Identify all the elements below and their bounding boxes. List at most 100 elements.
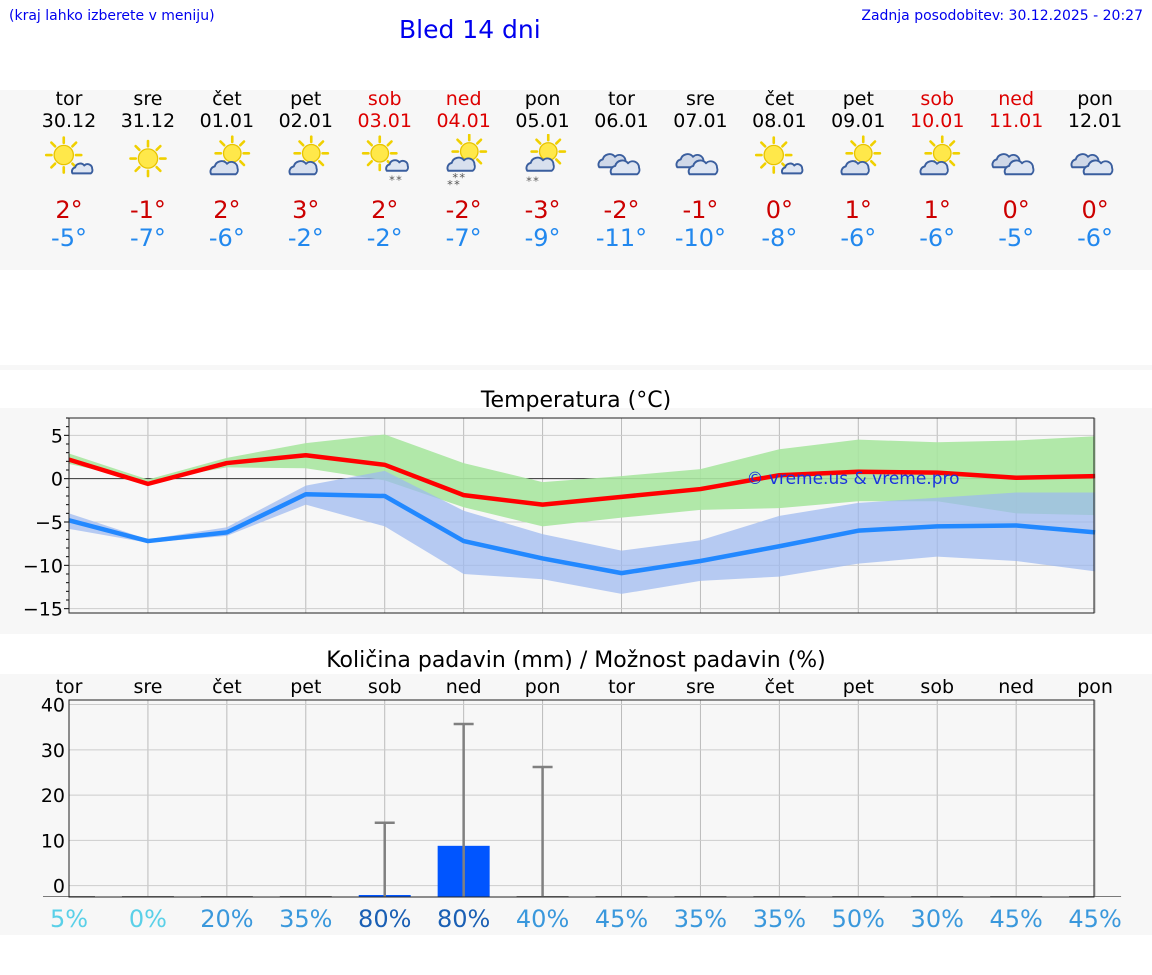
temp-max: 2°	[213, 196, 241, 224]
y-tick-label: −10	[23, 555, 63, 577]
cloudy-icon	[991, 153, 1035, 176]
day-name: čet	[764, 88, 795, 110]
y-tick-label: 20	[41, 785, 65, 807]
day-name: tor	[608, 88, 635, 110]
y-tick-label: 5	[51, 425, 63, 447]
cloudy-icon	[597, 153, 640, 176]
daily-forecast-strip: tor 30.12 2° -5° sre 31.12 -1° -7° čet 01.01 2° -6°…	[0, 88, 1152, 258]
day-column: pon 12.01 0° -6°	[1056, 88, 1135, 252]
day-name: ned	[445, 88, 482, 110]
watermark: © vreme.us & vreme.pro	[746, 469, 959, 489]
day-date: 08.01	[752, 110, 807, 132]
day-name: čet	[212, 88, 242, 110]
temp-max: 3°	[292, 196, 320, 224]
temperature-chart: 5 0 −5 −10 −15 © vreme.us & vreme.pro	[23, 417, 1096, 621]
precip-probability: 35%	[279, 905, 333, 933]
category-label: čet	[212, 676, 242, 698]
day-name: pon	[524, 88, 561, 110]
precip-probability: 50%	[831, 905, 885, 933]
day-name: sre	[685, 88, 715, 110]
day-column: sob 10.01 1° -6°	[898, 88, 977, 252]
precip-probability: 45%	[989, 905, 1043, 933]
precipitation-chart: tor sre čet pet sob ned pon tor sre čet pet sob ned p…	[41, 676, 1122, 898]
svg-text:*: *	[459, 170, 465, 184]
category-label: sre	[133, 676, 162, 698]
day-column: pon 05.01 * * -3° -9°	[503, 88, 582, 252]
temp-min: -6°	[919, 224, 956, 252]
cloud-sun-icon	[840, 135, 882, 176]
day-column: čet 08.01 0° -8°	[740, 88, 819, 252]
day-date: 10.01	[910, 110, 965, 132]
location-hint: (kraj lahko izberete v meniju)	[9, 8, 215, 24]
day-column: tor 06.01 -2° -11°	[582, 88, 661, 252]
day-date: 30.12	[41, 110, 97, 132]
category-label: pon	[1077, 676, 1113, 698]
temp-min: -10°	[674, 224, 727, 252]
temp-min: -7°	[445, 224, 482, 252]
y-tick-label: 30	[41, 740, 65, 762]
temp-max: 1°	[923, 196, 951, 224]
cloudy-icon	[675, 153, 719, 176]
category-label: pon	[525, 676, 561, 698]
precip-probability: 45%	[594, 905, 649, 933]
svg-text:*: *	[533, 174, 539, 188]
temp-min: -6°	[1077, 224, 1114, 252]
y-tick-label: 10	[41, 830, 65, 852]
day-date: 09.01	[831, 110, 886, 132]
svg-text:*: *	[452, 170, 458, 184]
temp-min: -8°	[761, 224, 798, 252]
temp-max: 2°	[55, 196, 83, 224]
day-date: 06.01	[594, 110, 649, 132]
category-label: sob	[920, 676, 954, 698]
temp-max: 1°	[844, 196, 872, 224]
temp-max: 2°	[371, 196, 399, 224]
day-date: 04.01	[436, 110, 491, 132]
temp-min: -9°	[524, 224, 561, 252]
day-name: ned	[998, 88, 1035, 110]
day-name: sob	[920, 88, 955, 110]
forecast-strip-bg	[0, 90, 1152, 270]
temp-min: -7°	[129, 224, 166, 252]
temp-max: -1°	[129, 196, 166, 224]
precip-probability: 30%	[910, 905, 964, 933]
y-tick-label: 40	[41, 695, 65, 717]
temp-max: -2°	[445, 196, 482, 224]
day-date: 31.12	[120, 110, 176, 132]
precip-plot-frame	[68, 699, 1095, 898]
day-column: sre 07.01 -1° -10°	[661, 88, 740, 252]
svg-text:*: *	[396, 173, 402, 187]
day-name: sob	[367, 88, 402, 110]
day-date: 03.01	[357, 110, 412, 132]
day-column: ned 11.01 0° -5°	[977, 88, 1056, 252]
precip-probability: 35%	[752, 905, 807, 933]
day-name: pet	[842, 88, 874, 110]
day-column: sre 31.12 -1° -7°	[108, 88, 187, 252]
precip-probability: 80%	[436, 905, 491, 933]
temp-min: -5°	[998, 224, 1035, 252]
precip-probability: 40%	[515, 905, 570, 933]
precip-probability: 35%	[673, 905, 728, 933]
temp-max: 0°	[1002, 196, 1030, 224]
svg-text:*: *	[526, 174, 532, 188]
category-label: ned	[998, 676, 1034, 698]
temp-min: -6°	[208, 224, 245, 252]
day-date: 02.01	[278, 110, 333, 132]
temp-min: -2°	[366, 224, 403, 252]
temp-max: -2°	[603, 196, 640, 224]
category-label: čet	[765, 676, 795, 698]
day-column: čet 01.01 2° -6°	[187, 88, 266, 252]
day-date: 12.01	[1067, 110, 1123, 132]
precip-probability: 45%	[1068, 905, 1122, 933]
min-temp-line	[68, 492, 1096, 576]
temp-min: -11°	[595, 224, 648, 252]
cloud-sun-icon	[209, 135, 251, 176]
day-name: pet	[290, 88, 322, 110]
precip-bar	[1069, 896, 1122, 897]
y-tick-label: −15	[23, 599, 63, 621]
temp-min: -2°	[287, 224, 324, 252]
cloud-sun-icon	[288, 135, 329, 176]
page-title: Bled 14 dni	[399, 15, 541, 44]
sun-cloud-light-snow-icon: * *	[361, 135, 409, 187]
precip-probability: 80%	[358, 905, 412, 933]
precip-probability: 0%	[128, 905, 167, 933]
